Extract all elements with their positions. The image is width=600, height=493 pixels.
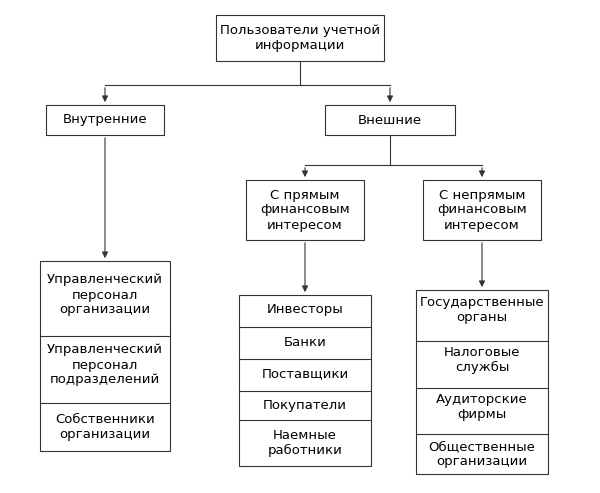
Text: С непрямым
финансовым
интересом: С непрямым финансовым интересом — [437, 188, 527, 232]
Text: Пользователи учетной
информации: Пользователи учетной информации — [220, 24, 380, 52]
Text: Покупатели: Покупатели — [263, 399, 347, 413]
Text: Управленческий
персонал
организации: Управленческий персонал организации — [47, 274, 163, 317]
Bar — [40, 261, 170, 451]
Text: Внешние: Внешние — [358, 113, 422, 127]
Text: Управленческий
персонал
подразделений: Управленческий персонал подразделений — [47, 344, 163, 387]
Text: Общественные
организации: Общественные организации — [428, 440, 535, 468]
Text: С прямым
финансовым
интересом: С прямым финансовым интересом — [260, 188, 350, 232]
Text: Инвесторы: Инвесторы — [266, 304, 343, 317]
Bar — [239, 295, 371, 466]
Bar — [246, 180, 364, 240]
Text: Государственные
органы: Государственные органы — [419, 296, 544, 324]
Bar — [416, 290, 548, 474]
Bar — [423, 180, 541, 240]
Text: Поставщики: Поставщики — [262, 367, 349, 381]
Text: Собственники
организации: Собственники организации — [55, 413, 155, 441]
Text: Наемные
работники: Наемные работники — [268, 429, 343, 457]
Bar — [216, 15, 384, 61]
Text: Аудиторские
фирмы: Аудиторские фирмы — [436, 393, 528, 421]
Text: Внутренние: Внутренние — [62, 113, 148, 127]
Bar — [325, 105, 455, 135]
Bar — [46, 105, 164, 135]
Text: Налоговые
службы: Налоговые службы — [444, 346, 520, 374]
Text: Банки: Банки — [284, 336, 326, 349]
